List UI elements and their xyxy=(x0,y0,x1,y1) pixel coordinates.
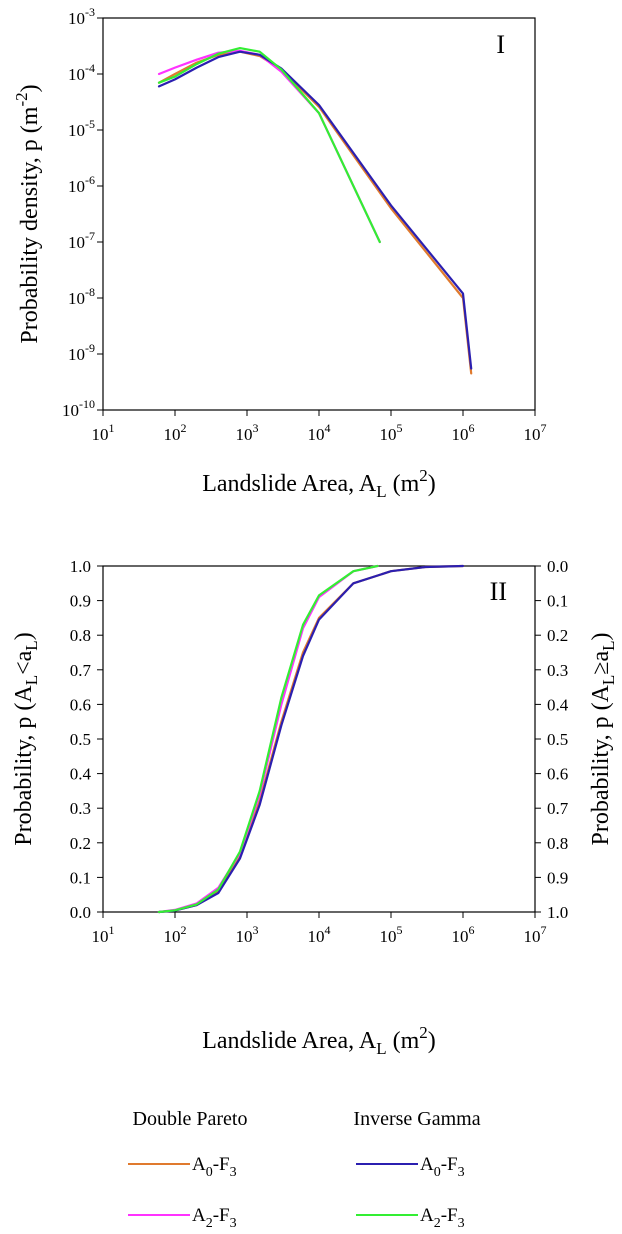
x-tick-label: 105 xyxy=(380,421,403,444)
x-tick-label: 102 xyxy=(164,421,187,444)
panel-2-x-ticks: 101 102 103 104 105 106 107 xyxy=(92,912,547,946)
series-line-ig-a0f3 xyxy=(157,50,473,370)
y-tick-label: 10-5 xyxy=(68,117,95,140)
series-line-ig-a2f3 xyxy=(157,564,379,914)
y-tick-label-right: 1.0 xyxy=(547,903,568,922)
y-tick-label: 10-10 xyxy=(62,397,95,420)
panel-2: 0.0 0.1 0.2 0.3 0.4 0.5 0.6 0.7 0.8 0.9 1.0 1.0 0.9… xyxy=(11,557,618,1058)
panel-1-x-axis-title: Landslide Area, AL (m2) xyxy=(202,466,436,501)
y-tick-label: 10-4 xyxy=(68,61,95,84)
x-tick-label: 106 xyxy=(452,421,475,444)
y-tick-label: 10-8 xyxy=(68,285,95,308)
x-tick-label: 106 xyxy=(452,923,475,946)
legend-ig-a0-f3-label: A0-F3 xyxy=(420,1154,465,1180)
y-tick-label-left: 0.0 xyxy=(70,903,91,922)
x-tick-label: 103 xyxy=(236,421,259,444)
panel-2-y-axis-title-left: Probability, p (AL<aL) xyxy=(11,632,41,845)
legend: Double Pareto Inverse Gamma A0-F3A2-F3A0… xyxy=(128,1108,481,1231)
panel-2-y-ticks-left: 0.0 0.1 0.2 0.3 0.4 0.5 0.6 0.7 0.8 0.9 1.0 xyxy=(70,557,103,922)
panel-2-x-axis-title: Landslide Area, AL (m2) xyxy=(202,1023,436,1058)
y-tick-label-right: 0.5 xyxy=(547,730,568,749)
panel-1-x-ticks: 101 102 103 104 105 106 107 xyxy=(92,410,547,444)
y-tick-label-left: 0.6 xyxy=(70,695,91,714)
y-tick-label-right: 0.0 xyxy=(547,557,568,576)
y-tick-label: 10-3 xyxy=(68,5,95,28)
x-tick-label: 103 xyxy=(236,923,259,946)
y-tick-label-right: 0.4 xyxy=(547,695,569,714)
legend-header-double-pareto: Double Pareto xyxy=(133,1108,248,1130)
y-tick-label-left: 0.3 xyxy=(70,799,91,818)
panel-2-y-ticks-right: 1.0 0.9 0.8 0.7 0.6 0.5 0.4 0.3 0.2 0.1 0.0 xyxy=(535,557,569,922)
y-tick-label-left: 0.9 xyxy=(70,592,91,611)
legend-dp-a0-f3-label: A0-F3 xyxy=(192,1154,237,1180)
y-tick-label-left: 0.8 xyxy=(70,626,91,645)
y-tick-label-right: 0.6 xyxy=(547,765,568,784)
y-tick-label-left: 0.7 xyxy=(70,661,92,680)
y-tick-label: 10-7 xyxy=(68,229,95,252)
y-tick-label-right: 0.3 xyxy=(547,661,568,680)
y-tick-label-left: 0.4 xyxy=(70,765,92,784)
panel-2-y-axis-title-right: Probability, p (AL≥aL) xyxy=(588,632,618,845)
y-tick-label-right: 0.2 xyxy=(547,626,568,645)
series-line-ig-a0f3 xyxy=(157,564,465,914)
x-tick-label: 102 xyxy=(164,923,187,946)
panel-2-series xyxy=(157,564,465,914)
legend-items: A0-F3 A2-F3 A0-F3 A2-F3 xyxy=(128,1154,465,1231)
y-tick-label-right: 0.1 xyxy=(547,592,568,611)
x-tick-label: 107 xyxy=(524,923,547,946)
y-tick-label: 10-9 xyxy=(68,341,95,364)
series-line-dp-a2f3 xyxy=(157,564,379,914)
panel-2-label: II xyxy=(490,577,507,606)
panel-1-series xyxy=(157,47,473,375)
panel-1-y-ticks: 10-10 10-9 10-8 10-7 10-6 10-5 10-4 10-3 xyxy=(62,5,103,420)
y-tick-label-left: 0.2 xyxy=(70,834,91,853)
x-tick-label: 105 xyxy=(380,923,403,946)
series-line-ig-a2f3 xyxy=(157,47,381,244)
panel-1: 10-10 10-9 10-8 10-7 10-6 10-5 10-4 10-3 101 102… xyxy=(12,5,547,501)
y-tick-label-right: 0.9 xyxy=(547,868,568,887)
y-tick-label-left: 0.5 xyxy=(70,730,91,749)
y-tick-label-left: 1.0 xyxy=(70,557,91,576)
y-tick-label-right: 0.7 xyxy=(547,799,569,818)
legend-dp-a2-f3-label: A2-F3 xyxy=(192,1205,237,1231)
legend-header-inverse-gamma: Inverse Gamma xyxy=(353,1108,480,1130)
y-tick-label: 10-6 xyxy=(68,173,95,196)
y-tick-label-right: 0.8 xyxy=(547,834,568,853)
x-tick-label: 101 xyxy=(92,923,115,946)
series-line-dp-a0f3 xyxy=(157,564,465,914)
legend-ig-a2-f3-label: A2-F3 xyxy=(420,1205,465,1231)
panel-1-y-axis-title: Probability density, p (m-2) xyxy=(12,84,43,343)
x-tick-label: 104 xyxy=(308,421,331,444)
x-tick-label: 107 xyxy=(524,421,547,444)
y-tick-label-left: 0.1 xyxy=(70,868,91,887)
x-tick-label: 104 xyxy=(308,923,331,946)
panel-1-label: I xyxy=(496,30,505,59)
x-tick-label: 101 xyxy=(92,421,115,444)
